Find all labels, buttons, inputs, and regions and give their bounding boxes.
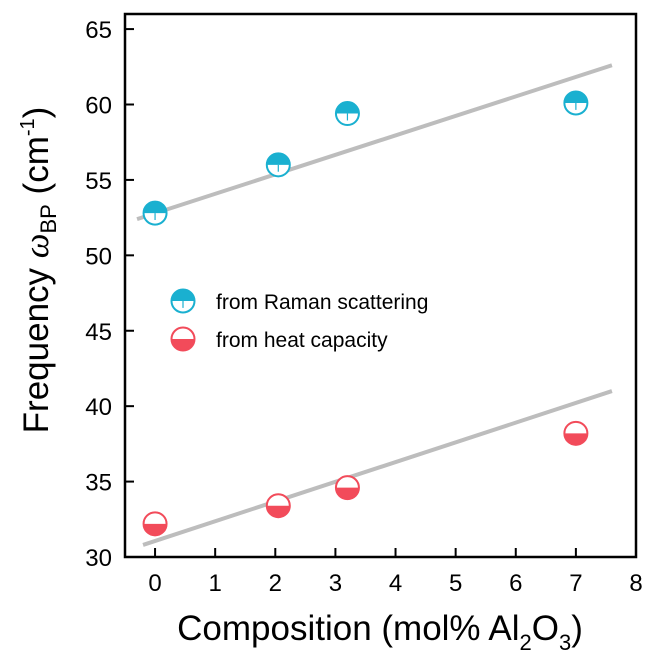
y-tick-label: 55 <box>85 168 112 195</box>
plot-frame <box>123 12 638 559</box>
y-tick-label: 40 <box>85 394 112 421</box>
x-tick-label: 4 <box>389 570 402 597</box>
fit-line <box>136 63 613 222</box>
y-tick-label: 65 <box>85 17 112 44</box>
data-point <box>265 493 291 519</box>
data-point <box>563 90 589 116</box>
y-axis-title: Frequency ωBP (cm-1) <box>17 107 61 434</box>
fit-line <box>142 389 613 547</box>
y-tick-label: 50 <box>85 243 112 270</box>
data-point <box>563 420 589 446</box>
x-tick-label: 2 <box>269 570 282 597</box>
x-tick-label: 3 <box>329 570 342 597</box>
x-axis-title: Composition (mol% Al2O3) <box>177 609 583 655</box>
x-tick-label: 7 <box>569 570 582 597</box>
legend-marker <box>170 288 196 314</box>
data-markers <box>142 90 589 537</box>
data-point <box>334 475 360 501</box>
x-tick-label: 0 <box>148 570 161 597</box>
fit-lines <box>136 63 613 547</box>
data-point <box>334 101 360 127</box>
x-tick-label: 6 <box>509 570 522 597</box>
y-tick-label: 45 <box>85 319 112 346</box>
legend: from Raman scattering from heat capacity <box>170 288 428 352</box>
y-tick-label: 30 <box>85 545 112 572</box>
legend-label: from heat capacity <box>216 329 388 352</box>
x-tick-label: 8 <box>629 570 642 597</box>
y-tick-label: 35 <box>85 470 112 497</box>
data-point <box>142 511 168 537</box>
x-tick-label: 5 <box>449 570 462 597</box>
legend-label: from Raman scattering <box>216 291 428 314</box>
x-tick-label: 1 <box>208 570 221 597</box>
data-point <box>142 200 168 226</box>
y-tick-label: 60 <box>85 93 112 120</box>
legend-marker <box>170 326 196 352</box>
data-point <box>265 152 291 178</box>
